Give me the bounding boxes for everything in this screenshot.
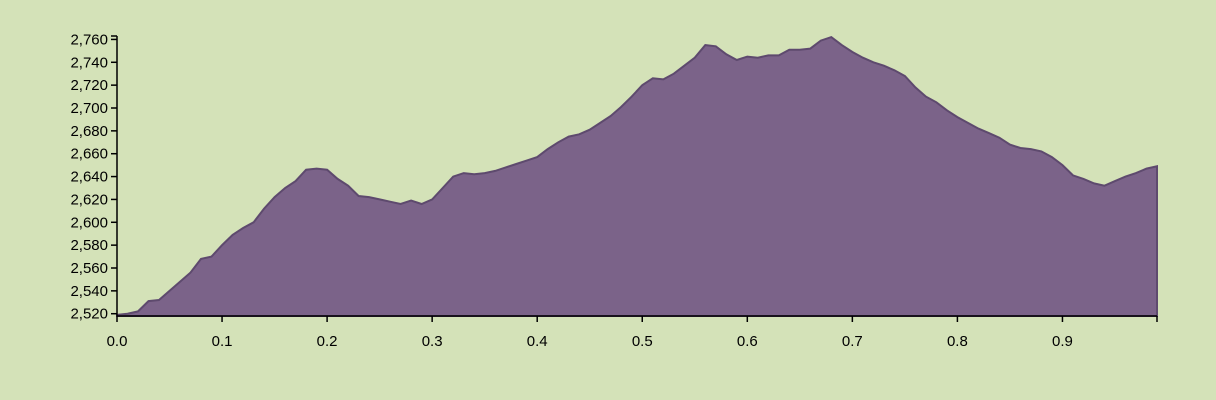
y-tick-label: 2,620	[70, 191, 108, 208]
x-tick-label: 0.3	[422, 333, 443, 350]
x-tick-label: 0.0	[107, 333, 128, 350]
x-tick-label: 0.7	[842, 333, 863, 350]
x-tick-label: 0.6	[737, 333, 758, 350]
y-tick-label: 2,660	[70, 146, 108, 163]
y-tick-label: 2,600	[70, 214, 108, 231]
x-tick-label: 0.1	[212, 333, 233, 350]
y-tick-label: 2,700	[70, 100, 108, 117]
y-tick-label: 2,720	[70, 77, 108, 94]
y-tick-label: 2,760	[70, 31, 108, 48]
x-tick-label: 0.4	[527, 333, 548, 350]
area	[116, 35, 1158, 317]
x-tick-label: 0.9	[1052, 333, 1073, 350]
y-tick-label: 2,640	[70, 169, 108, 186]
y-tick-label: 2,560	[70, 260, 108, 277]
y-tick-label: 2,540	[70, 283, 108, 300]
y-tick-label: 2,740	[70, 54, 108, 71]
y-tick-label: 2,580	[70, 237, 108, 254]
x-tick-label: 0.5	[632, 333, 653, 350]
x-tick-label: 0.2	[317, 333, 338, 350]
y-tick-label: 2,520	[70, 306, 108, 323]
y-tick-label: 2,680	[70, 123, 108, 140]
x-tick-label: 0.8	[947, 333, 968, 350]
